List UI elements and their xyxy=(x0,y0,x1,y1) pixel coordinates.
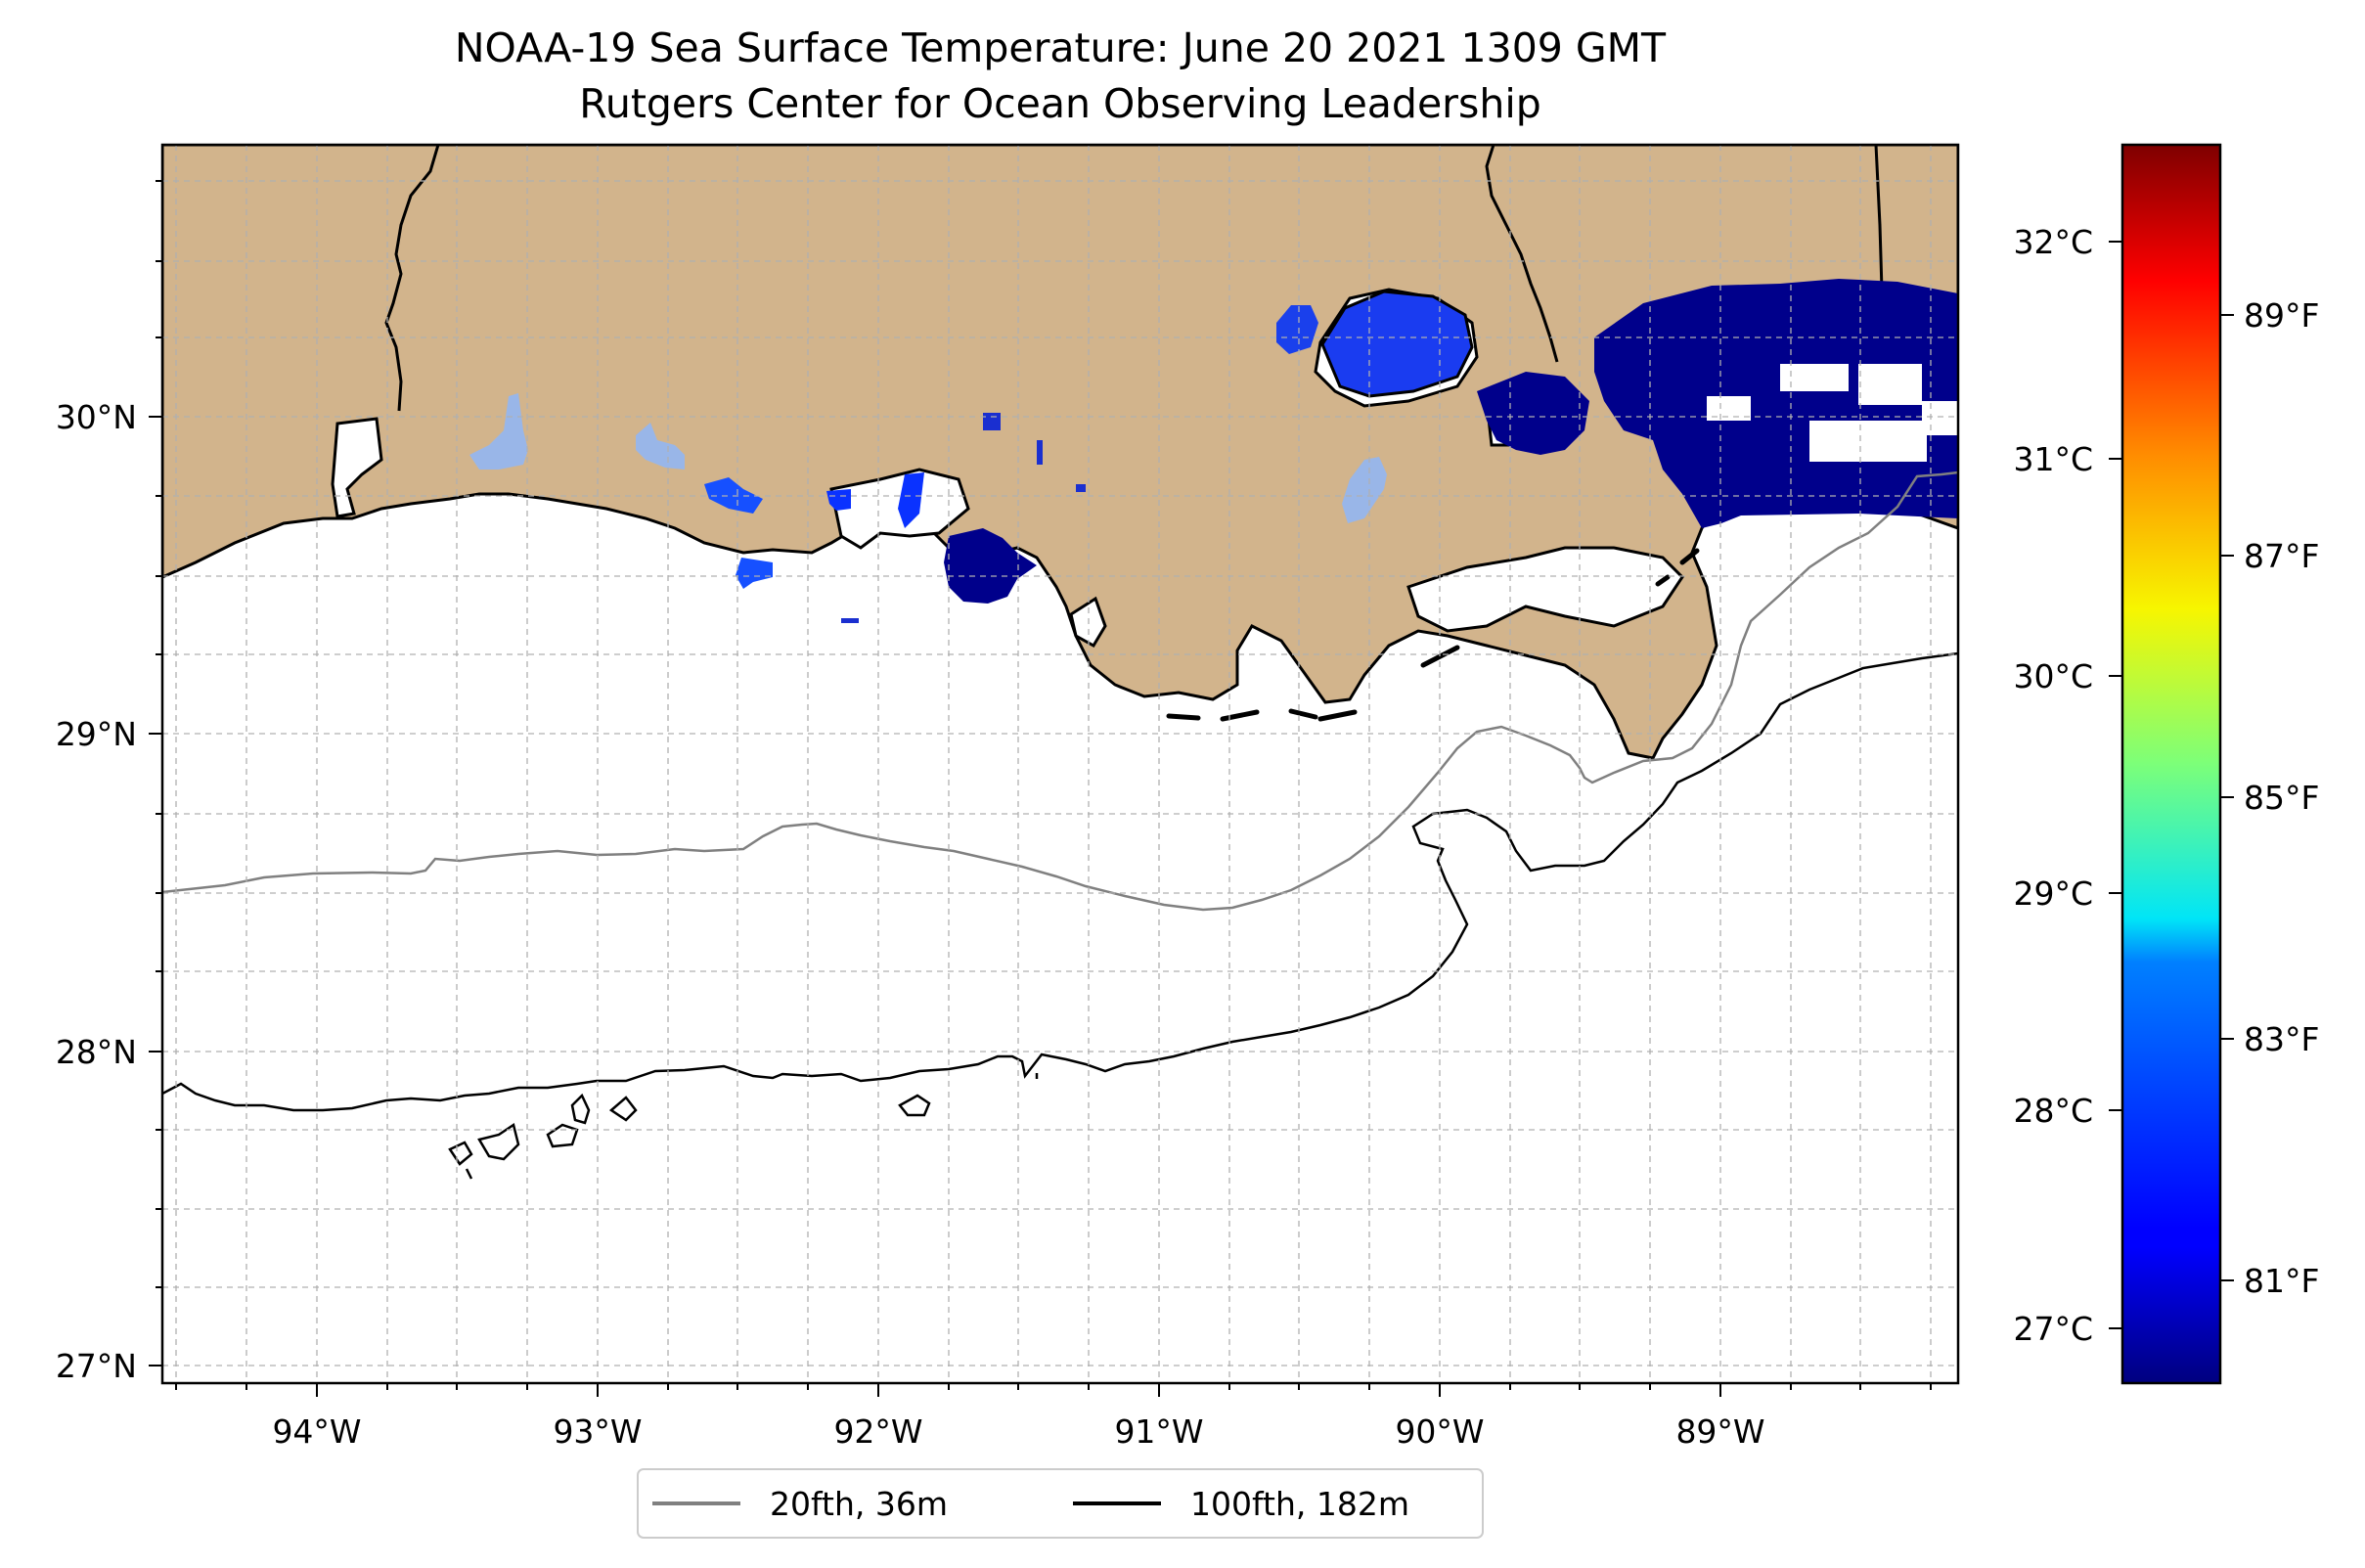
colorbar-celsius-label: 28°C xyxy=(2013,1092,2093,1130)
map-panel xyxy=(162,145,1958,1383)
sst-pixel xyxy=(983,413,1001,430)
sst-patch xyxy=(898,472,924,528)
sst-patch xyxy=(826,489,851,511)
sst-observations xyxy=(469,279,1958,623)
sst-pixel xyxy=(1037,440,1043,465)
axis-ticks xyxy=(149,180,1932,1397)
x-tick-label: 94°W xyxy=(272,1412,361,1451)
sst-patch xyxy=(736,558,773,589)
x-tick-label: 89°W xyxy=(1675,1412,1764,1451)
colorbar-fahrenheit-label: 87°F xyxy=(2244,537,2319,575)
isobath-20fth-36m xyxy=(162,470,1958,912)
x-tick-label: 93°W xyxy=(553,1412,642,1451)
y-tick-label: 30°N xyxy=(56,398,137,436)
sst-patch xyxy=(636,423,685,470)
legend: 20fth, 36m 100fth, 182m xyxy=(637,1468,1484,1539)
colorbar-celsius-label: 27°C xyxy=(2013,1310,2093,1348)
colorbar-celsius-label: 31°C xyxy=(2013,440,2093,478)
sst-patch xyxy=(1320,290,1474,398)
colorbar-gradient xyxy=(2120,143,2222,1385)
y-tick-label: 28°N xyxy=(56,1033,137,1071)
colorbar-fahrenheit-label: 85°F xyxy=(2244,779,2319,817)
seafloor-banks xyxy=(448,1073,1039,1180)
lake-calcasieu xyxy=(331,417,383,518)
y-tick-label: 29°N xyxy=(56,715,137,753)
colorbar-fahrenheit-label: 89°F xyxy=(2244,296,2319,335)
isobath-100fth-182m xyxy=(162,651,1958,1112)
colorbar-fahrenheit-label: 83°F xyxy=(2244,1020,2319,1058)
y-axis-labels: 30°N 29°N 28°N 27°N xyxy=(56,398,137,1385)
sst-patch xyxy=(1342,457,1387,523)
sst-patch xyxy=(1276,305,1318,354)
colorbar-fahrenheit-label: 81°F xyxy=(2244,1262,2319,1300)
y-tick-label: 27°N xyxy=(56,1347,137,1385)
map-gridlines xyxy=(162,145,1958,1383)
colorbar-celsius-label: 29°C xyxy=(2013,874,2093,913)
sst-pixel xyxy=(841,618,859,623)
legend-label-100fth: 100fth, 182m xyxy=(1190,1485,1409,1523)
x-axis-labels: 94°W 93°W 92°W 91°W 90°W 89°W xyxy=(272,1412,1764,1451)
colorbar-celsius-label: 30°C xyxy=(2013,657,2093,695)
map-frame xyxy=(160,143,1960,1385)
x-tick-label: 91°W xyxy=(1114,1412,1203,1451)
delta-bays xyxy=(1406,546,1684,633)
state-border-tx-la xyxy=(384,145,440,412)
sst-patch xyxy=(1477,372,1589,455)
legend-box xyxy=(637,1468,1484,1539)
sst-patch xyxy=(469,393,528,470)
colorbar-celsius-label: 32°C xyxy=(2013,223,2093,261)
sst-patch xyxy=(1594,279,1958,528)
title-line-2: Rutgers Center for Ocean Observing Leade… xyxy=(579,80,1541,127)
x-tick-label: 90°W xyxy=(1395,1412,1484,1451)
colorbar: 32°C 31°C 30°C 29°C 28°C 27°C 89°F 87°F … xyxy=(2013,143,2319,1385)
sst-patch xyxy=(944,528,1037,604)
title-line-1: NOAA-19 Sea Surface Temperature: June 20… xyxy=(455,24,1667,71)
state-border-la-ms xyxy=(1485,145,1559,363)
legend-label-20fth: 20fth, 36m xyxy=(770,1485,948,1523)
sst-pixel xyxy=(1076,484,1086,492)
x-tick-label: 92°W xyxy=(833,1412,922,1451)
